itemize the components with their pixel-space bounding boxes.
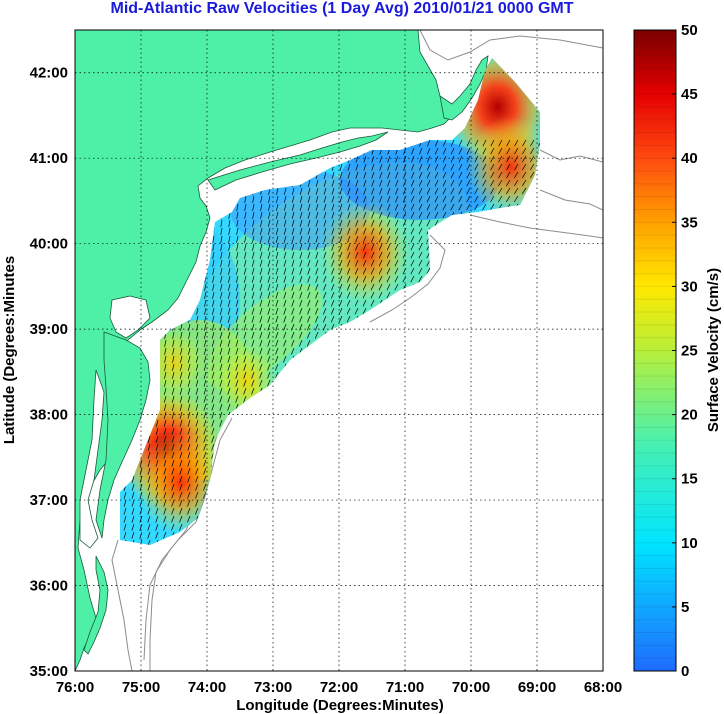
colorbar-tick-label: 35 [681, 214, 698, 231]
y-tick-label: 36:00 [30, 578, 68, 595]
colorbar-tick-label: 30 [681, 278, 698, 295]
land-cape-cod [439, 55, 489, 121]
x-tick-label: 71:00 [386, 679, 424, 696]
x-tick-label: 69:00 [518, 679, 556, 696]
y-tick-label: 37:00 [30, 492, 68, 509]
colorbar-tick-label: 5 [681, 599, 689, 616]
x-tick-label: 72:00 [320, 679, 358, 696]
land-long-island [207, 131, 389, 191]
colorbar-tick-label: 0 [681, 663, 689, 680]
colorbar-tick-label: 45 [681, 86, 698, 103]
x-tick-label: 74:00 [188, 679, 226, 696]
colorbar-tick-label: 15 [681, 471, 698, 488]
velocity-hotspot [321, 201, 410, 303]
x-tick-label: 70:00 [452, 679, 490, 696]
y-tick-label: 41:00 [30, 150, 68, 167]
colorbar-tick-label: 25 [681, 343, 698, 360]
y-tick-label: 38:00 [30, 407, 68, 424]
y-axis-label: Latitude (Degrees:Minutes [1, 256, 18, 444]
colorbar-tick-label: 10 [681, 535, 698, 552]
colorbar-label: Surface Velocity (cm/s) [705, 268, 722, 432]
y-tick-label: 35:00 [30, 663, 68, 680]
colorbar-tick-label: 40 [681, 150, 698, 167]
bathymetry-contours [111, 30, 603, 671]
y-tick-label: 42:00 [30, 65, 68, 82]
plot-frame [74, 29, 604, 672]
y-tick-label: 39:00 [30, 321, 68, 338]
x-axis-label: Longitude (Degrees:Minutes) [236, 697, 444, 714]
y-tick-labels: 42:00 41:00 40:00 39:00 38:00 37:00 36:00 35:00 [30, 65, 68, 680]
delaware-bay [109, 295, 151, 339]
y-tick-label: 40:00 [30, 236, 68, 253]
map-title: Mid-Atlantic Raw Velocities (1 Day Avg) … [110, 0, 574, 17]
colorbar-gradient [634, 30, 676, 671]
colorbar-tick-label: 50 [681, 22, 698, 39]
land-outer-banks [83, 555, 109, 655]
x-tick-label: 73:00 [254, 679, 292, 696]
land-delmarva [95, 331, 151, 539]
x-tick-label: 68:00 [584, 679, 622, 696]
x-tick-labels: 76:00 75:00 74:00 73:00 72:00 71:00 70:00 69:00… [56, 679, 622, 696]
colorbar-tick-label: 20 [681, 407, 698, 424]
x-tick-label: 76:00 [56, 679, 94, 696]
x-tick-label: 75:00 [122, 679, 160, 696]
grid-lines [75, 30, 603, 671]
